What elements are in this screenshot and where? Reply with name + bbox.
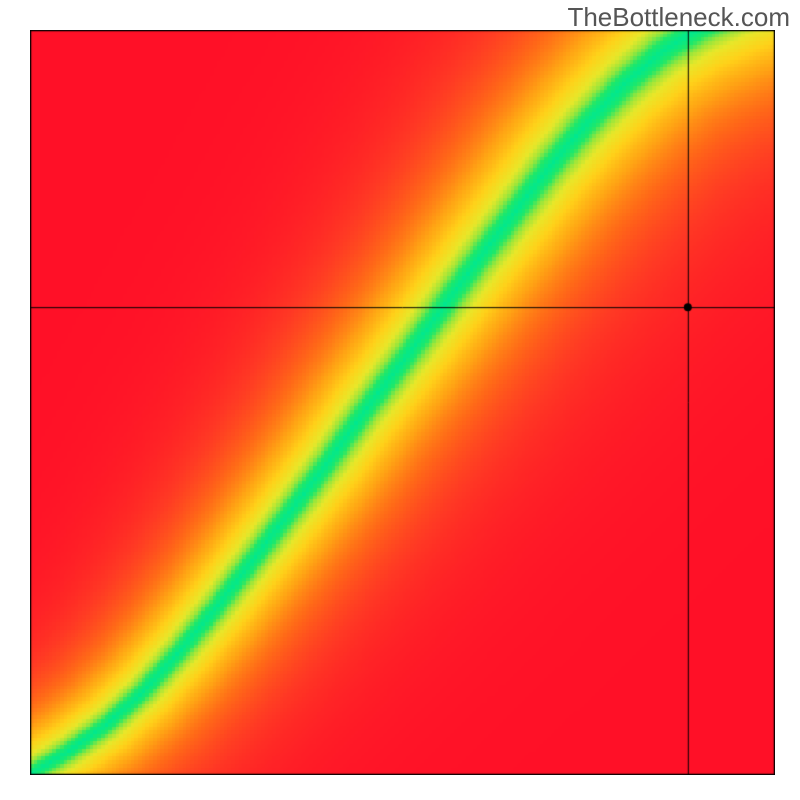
bottleneck-heatmap <box>30 30 775 775</box>
watermark-text: TheBottleneck.com <box>567 2 790 33</box>
